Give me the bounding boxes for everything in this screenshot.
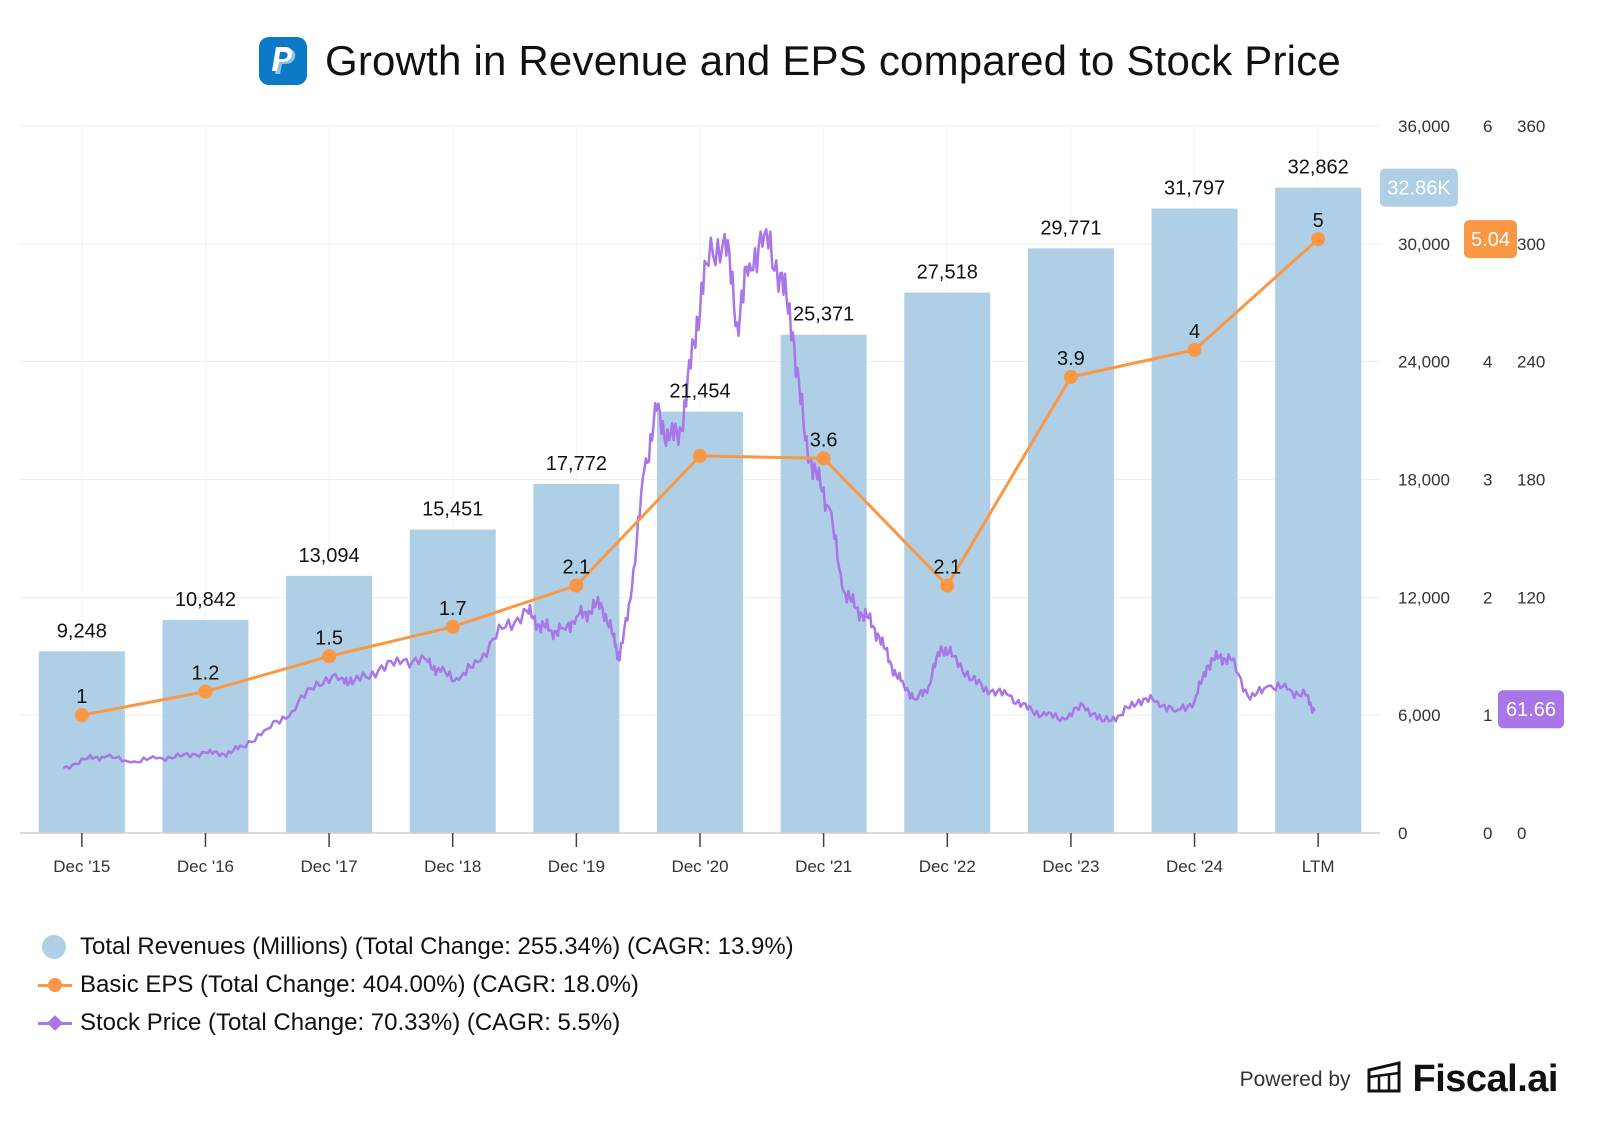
eps-data-label: 1.2	[192, 663, 220, 685]
eps-data-label: 1.5	[315, 627, 343, 649]
revenue-data-label: 13,094	[299, 545, 360, 567]
eps-point	[693, 448, 707, 463]
eps-data-label: 1	[76, 686, 87, 708]
eps-data-label: 2.1	[933, 557, 961, 579]
eps-last-badge	[1464, 220, 1517, 259]
revenue-bar	[286, 575, 373, 833]
eps-axis-tick: 1	[1483, 706, 1492, 725]
legend-eps-label: Basic EPS (Total Change: 404.00%) (CAGR:…	[80, 971, 639, 998]
paypal-logo-icon	[259, 37, 307, 85]
x-axis-label: LTM	[1302, 857, 1335, 876]
revenue-data-label: 10,842	[175, 589, 236, 611]
legend-revenue-label: Total Revenues (Millions) (Total Change:…	[80, 933, 794, 960]
eps-axis-tick: 2	[1483, 588, 1492, 607]
price-axis-tick: 0	[1517, 824, 1526, 843]
chart-title: Growth in Revenue and EPS compared to St…	[325, 37, 1341, 84]
revenue-data-label: 17,772	[546, 453, 607, 475]
price-axis-tick: 360	[1517, 117, 1545, 136]
legend-item-eps[interactable]: Basic EPS (Total Change: 404.00%) (CAGR:…	[38, 966, 794, 1004]
eps-point	[569, 578, 584, 593]
revenue-data-label: 31,797	[1164, 178, 1225, 200]
revenue-data-label: 15,451	[422, 499, 483, 521]
eps-data-label: 3.9	[1057, 348, 1085, 370]
revenue-bar	[780, 334, 867, 833]
legend-item-revenue[interactable]: Total Revenues (Millions) (Total Change:…	[38, 928, 794, 966]
revenue-data-label: 21,454	[669, 381, 730, 403]
eps-axis-tick: 0	[1483, 824, 1492, 843]
price-last-badge	[1498, 690, 1564, 729]
eps-axis-tick: 4	[1483, 353, 1492, 372]
x-axis-label: Dec '17	[301, 857, 358, 876]
eps-data-label: 5	[1313, 210, 1324, 232]
revenue-bar	[38, 651, 125, 833]
revenue-data-label: 29,771	[1040, 217, 1101, 239]
x-axis-label: Dec '20	[671, 857, 728, 876]
legend-item-price[interactable]: Stock Price (Total Change: 70.33%) (CAGR…	[38, 1004, 794, 1042]
revenue-axis-tick: 30,000	[1398, 235, 1450, 254]
revenue-data-label: 9,248	[57, 620, 107, 642]
footer: Powered by Fiscal.ai	[1239, 1058, 1559, 1101]
x-axis-label: Dec '18	[424, 857, 481, 876]
x-axis-label: Dec '23	[1042, 857, 1099, 876]
revenue-bar	[1151, 208, 1238, 834]
fiscal-brand[interactable]: Fiscal.ai	[1412, 1058, 1559, 1100]
price-axis-tick: 240	[1517, 353, 1545, 372]
price-axis-tick: 120	[1517, 588, 1545, 607]
revenue-bar	[657, 411, 743, 833]
eps-data-label: 3.6	[810, 429, 838, 451]
revenue-axis-tick: 24,000	[1398, 353, 1450, 372]
chart-legend: Total Revenues (Millions) (Total Change:…	[38, 928, 794, 1042]
revenue-bar	[1275, 187, 1362, 833]
price-last-value: 61.66	[1506, 699, 1556, 721]
revenue-bar	[1027, 248, 1114, 834]
eps-point	[816, 451, 831, 466]
price-axis-tick: 180	[1517, 471, 1545, 490]
eps-point	[940, 578, 955, 593]
eps-point	[322, 649, 337, 664]
x-axis-label: Dec '21	[795, 857, 852, 876]
eps-data-label: 4	[1189, 321, 1200, 343]
revenue-axis-tick: 12,000	[1398, 588, 1450, 607]
revenue-bar	[904, 292, 991, 834]
eps-data-label: 2.1	[562, 557, 590, 579]
fiscal-logo-icon	[1365, 1060, 1403, 1099]
revenue-axis-tick: 18,000	[1398, 471, 1450, 490]
stock-price-line	[62, 228, 1316, 771]
legend-price-symbol-icon	[38, 1012, 72, 1034]
price-axis-tick: 300	[1517, 235, 1545, 254]
x-axis-label: Dec '15	[53, 857, 110, 876]
eps-point	[445, 619, 460, 634]
x-axis-label: Dec '16	[177, 857, 234, 876]
revenue-data-label: 27,518	[917, 262, 978, 284]
powered-by-text: Powered by	[1239, 1067, 1351, 1091]
x-axis-label: Dec '24	[1166, 857, 1223, 876]
revenue-data-label: 25,371	[793, 304, 854, 326]
revenue-axis-tick: 0	[1398, 824, 1407, 843]
revenue-data-label: 32,862	[1288, 157, 1349, 179]
legend-revenue-symbol-icon	[38, 935, 72, 959]
x-axis-label: Dec '19	[548, 857, 605, 876]
combo-chart: 0006,00016012,000212018,000318024,000424…	[20, 117, 1564, 876]
legend-eps-symbol-icon	[38, 974, 72, 996]
eps-last-value: 5.04	[1471, 229, 1510, 251]
eps-point	[74, 708, 89, 723]
eps-axis-tick: 3	[1483, 471, 1492, 490]
revenue-last-value: 32.86K	[1387, 178, 1451, 200]
revenue-axis-tick: 6,000	[1398, 706, 1441, 725]
eps-data-label: 1.7	[439, 598, 467, 620]
eps-axis-tick: 6	[1483, 117, 1492, 136]
revenue-axis-tick: 36,000	[1398, 117, 1450, 136]
revenue-bar	[533, 483, 620, 833]
revenue-bar	[162, 620, 249, 833]
revenue-last-badge	[1380, 168, 1458, 207]
eps-point	[1187, 342, 1202, 357]
x-axis-label: Dec '22	[919, 857, 976, 876]
legend-price-label: Stock Price (Total Change: 70.33%) (CAGR…	[80, 1009, 621, 1036]
eps-point	[198, 684, 213, 699]
chart-header: Growth in Revenue and EPS compared to St…	[0, 30, 1600, 92]
eps-point	[1311, 232, 1326, 247]
eps-point	[1063, 369, 1078, 384]
